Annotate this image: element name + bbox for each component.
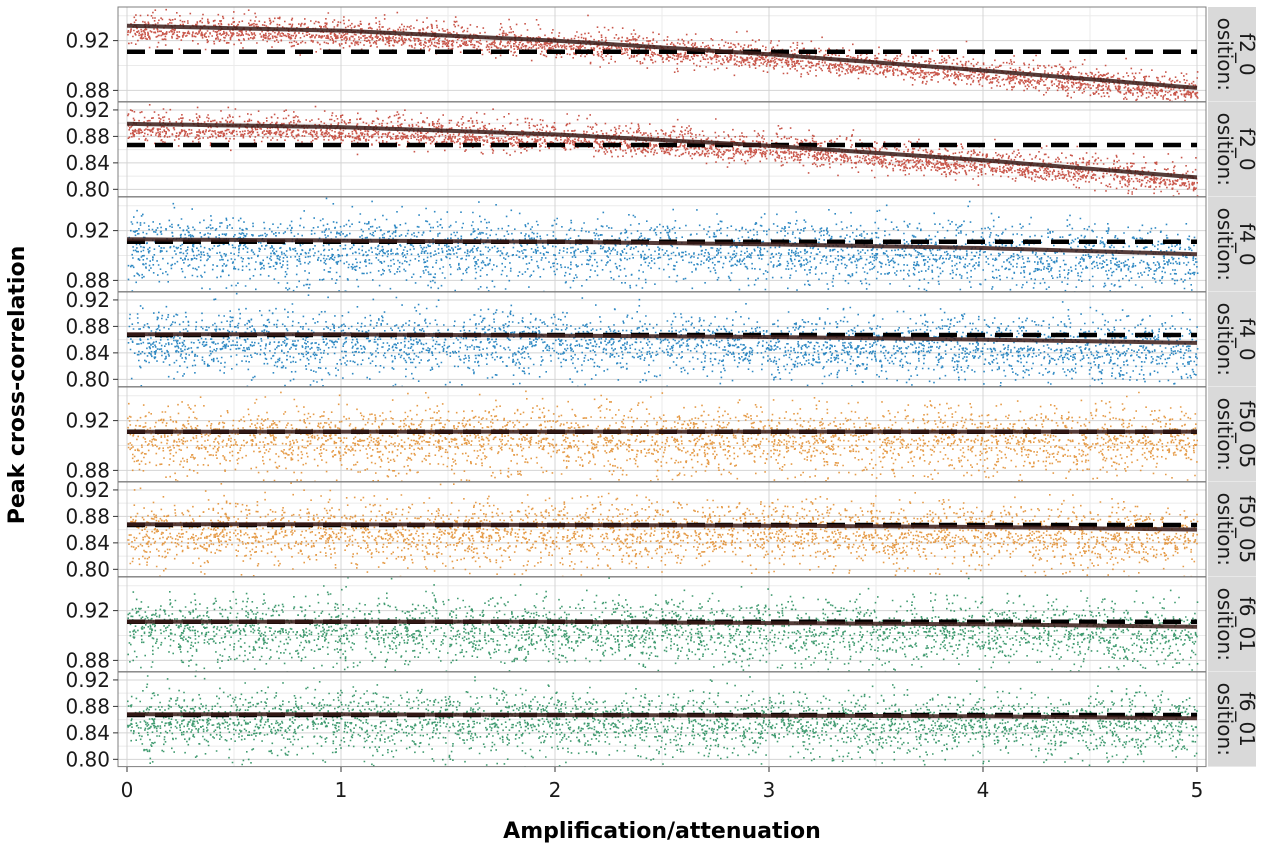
facet-strip (1208, 7, 1256, 102)
trend-line (127, 332, 1198, 345)
y-tick-label: 0.92 (65, 98, 110, 122)
scatter-series-green (127, 675, 1199, 767)
x-tick-label: 3 (763, 778, 776, 802)
y-tick-label: 0.88 (65, 314, 110, 338)
facet-strip-label: f4_0 (1235, 223, 1259, 265)
trend-line (126, 121, 1198, 180)
x-axis: 0 1 2 3 4 5 (121, 767, 1204, 802)
y-tick-label: 0.88 (65, 78, 110, 102)
y-tick-label: 0.92 (65, 409, 110, 433)
y-tick-label: 0.80 (65, 747, 110, 771)
y-tick-label: 0.88 (65, 124, 110, 148)
facet-strip-label: osition: (1213, 493, 1237, 566)
y-tick-label: 0.92 (65, 668, 110, 692)
y-tick-label: 0.88 (65, 268, 110, 292)
panel-border (117, 671, 1207, 768)
y-tick-label: 0.88 (65, 458, 110, 482)
y-tick-label: 0.88 (65, 504, 110, 528)
facet-strip-label: osition: (1213, 588, 1237, 661)
y-tick-label: 0.92 (65, 29, 110, 53)
facet-strip-label: osition: (1213, 303, 1237, 376)
y-axis-title: Peak cross-correlation (5, 246, 30, 525)
x-axis-title: Amplification/attenuation (503, 819, 821, 844)
facet-strip-label: osition: (1213, 113, 1237, 186)
facet-strip (1208, 672, 1256, 767)
panels-layer: 0.880.92 f2_0osition:0.800.840.880.92f2_0… (65, 6, 1259, 771)
facet-strip (1208, 577, 1256, 672)
trend-line (127, 619, 1198, 629)
trend-line (127, 522, 1198, 532)
trend-line (126, 23, 1198, 90)
facet-strip-label: osition: (1213, 398, 1237, 471)
facet-strip-label: f50_05 (1235, 400, 1259, 468)
x-tick-label: 1 (335, 778, 348, 802)
facet-strip-label: f4_0 (1235, 318, 1259, 361)
y-tick-label: 0.92 (65, 478, 110, 502)
x-tick-label: 0 (121, 778, 134, 802)
scatter-series-blue (127, 292, 1199, 387)
y-tick-label: 0.88 (65, 694, 110, 718)
facet-strip-label: f2_0 (1235, 128, 1259, 171)
facet-strip-label: f50_05 (1235, 495, 1259, 563)
facet-strip-label: f6_01 (1235, 692, 1259, 747)
facet-strip-label: osition: (1213, 208, 1237, 281)
facet-strip (1208, 197, 1256, 292)
y-tick-label: 0.80 (65, 367, 110, 391)
x-tick-label: 5 (1191, 778, 1204, 802)
y-tick-label: 0.84 (65, 341, 110, 365)
facet-strip-label: osition: (1213, 683, 1237, 756)
x-tick-label: 2 (549, 778, 562, 802)
trend-line (127, 712, 1198, 721)
y-tick-label: 0.80 (65, 177, 110, 201)
y-tick-label: 0.84 (65, 151, 110, 175)
scatter-points (127, 292, 1199, 387)
y-tick-label: 0.84 (65, 531, 110, 555)
y-tick-label: 0.92 (65, 219, 110, 243)
x-tick-label: 4 (977, 778, 990, 802)
y-tick-label: 0.88 (65, 648, 110, 672)
facet-strip (1208, 387, 1256, 482)
y-tick-label: 0.92 (65, 599, 110, 623)
facet-strip (1208, 292, 1256, 387)
facet-strip-label: f2_0 (1235, 33, 1259, 76)
scatter-points (127, 675, 1199, 767)
y-tick-label: 0.80 (65, 557, 110, 581)
facet-strip (1208, 102, 1256, 197)
trend-line (126, 237, 1198, 257)
y-tick-label: 0.92 (65, 288, 110, 312)
facet-strip-label: f6_01 (1235, 597, 1259, 652)
facet-strip (1208, 482, 1256, 577)
y-tick-label: 0.84 (65, 721, 110, 745)
facet-strip-label: osition: (1213, 18, 1237, 91)
